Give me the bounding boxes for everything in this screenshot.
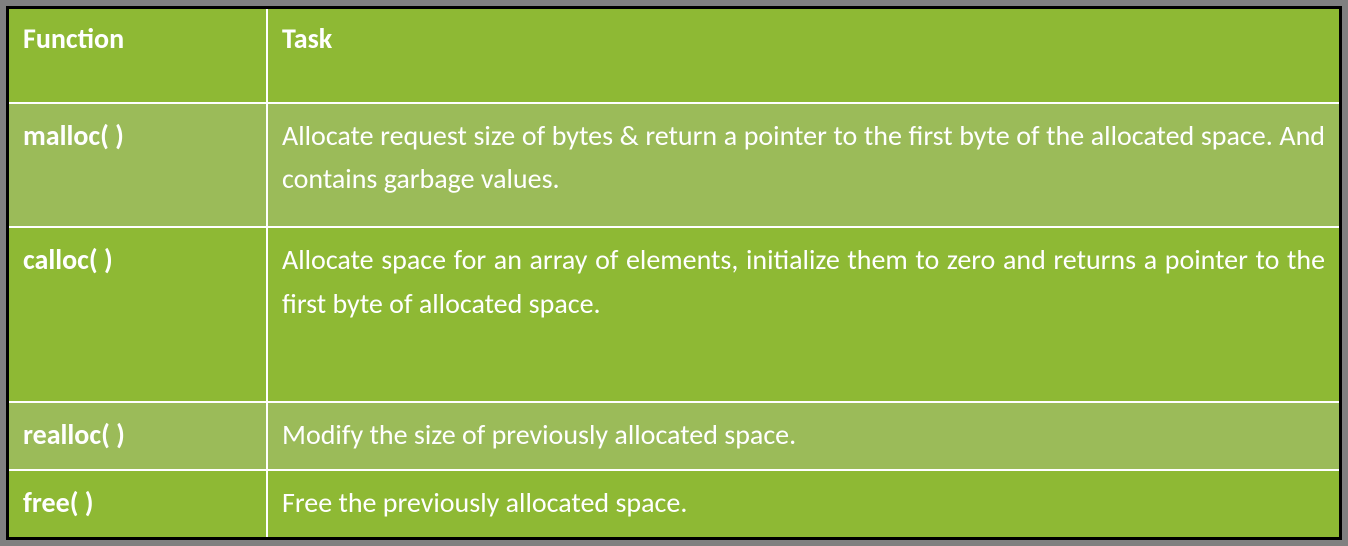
column-header-task: Task	[267, 9, 1339, 103]
task-cell: Free the previously allocated space.	[267, 470, 1339, 537]
function-name-cell: calloc( )	[9, 227, 267, 402]
memory-functions-table: Function Task malloc( ) Allocate request…	[9, 9, 1339, 537]
column-header-function: Function	[9, 9, 267, 103]
task-cell: Allocate request size of bytes & return …	[267, 103, 1339, 228]
table-row: free( ) Free the previously allocated sp…	[9, 470, 1339, 537]
page-frame: Function Task malloc( ) Allocate request…	[0, 0, 1348, 546]
function-name-cell: free( )	[9, 470, 267, 537]
table-row: calloc( ) Allocate space for an array of…	[9, 227, 1339, 402]
table-row: realloc( ) Modify the size of previously…	[9, 402, 1339, 470]
table-header-row: Function Task	[9, 9, 1339, 103]
function-name-cell: realloc( )	[9, 402, 267, 470]
function-name-cell: malloc( )	[9, 103, 267, 228]
task-cell: Allocate space for an array of elements,…	[267, 227, 1339, 402]
task-cell: Modify the size of previously allocated …	[267, 402, 1339, 470]
table-panel: Function Task malloc( ) Allocate request…	[6, 6, 1342, 540]
table-row: malloc( ) Allocate request size of bytes…	[9, 103, 1339, 228]
